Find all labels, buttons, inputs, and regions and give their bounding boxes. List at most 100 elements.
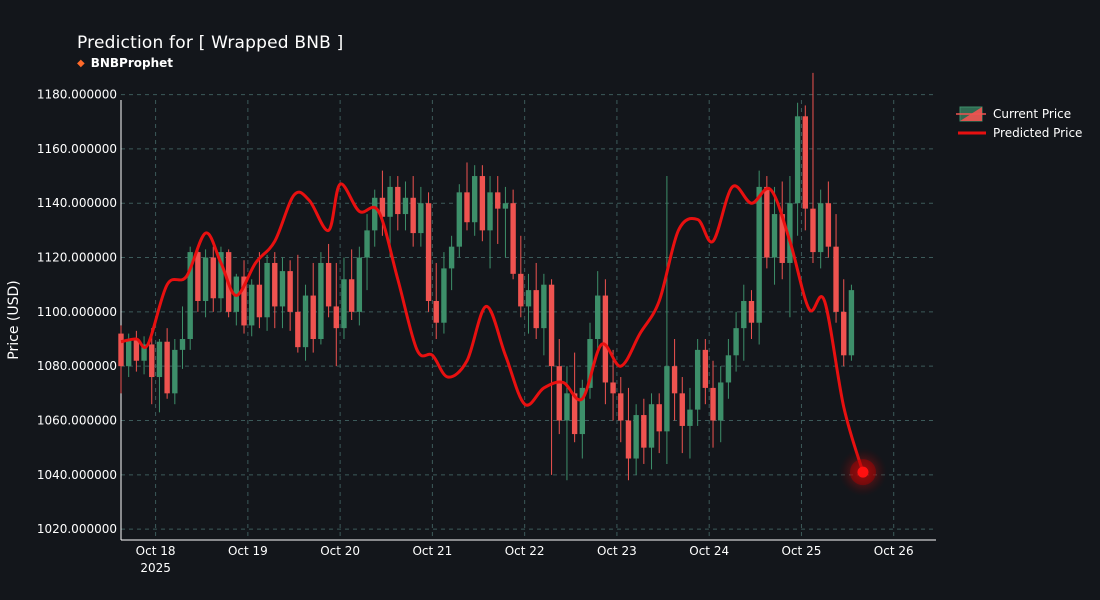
- candle-body: [810, 208, 816, 253]
- candle-body: [318, 262, 324, 340]
- y-tick-label: 1100.000000: [37, 305, 117, 319]
- candle: [794, 102, 801, 236]
- legend-item-predicted-price[interactable]: Predicted Price: [958, 126, 1082, 140]
- candle: [756, 170, 762, 345]
- candle-body: [272, 262, 278, 307]
- legend-predicted-price-label: Predicted Price: [993, 126, 1082, 140]
- x-tick-label: Oct 18: [136, 544, 176, 558]
- chart-title: Prediction for [ Wrapped BNB ]: [77, 33, 344, 53]
- candle: [279, 257, 286, 329]
- candle: [648, 393, 655, 470]
- candle: [310, 262, 316, 353]
- x-tick-label: Oct 22: [505, 544, 545, 558]
- x-tick-label: Oct 26: [874, 544, 914, 558]
- forecast-point: [857, 466, 869, 478]
- candle-body: [595, 295, 601, 340]
- candle: [764, 176, 770, 269]
- candle-body: [656, 404, 662, 432]
- candle: [272, 252, 278, 329]
- candle-body: [133, 339, 140, 361]
- candle-body: [471, 176, 478, 223]
- diamond-icon: ◆: [77, 57, 85, 69]
- candle-body: [571, 393, 578, 435]
- candle-body: [518, 273, 524, 307]
- candle-body: [433, 300, 439, 323]
- candle-body: [402, 197, 409, 215]
- y-tick-label: 1180.000000: [37, 88, 117, 102]
- candle-body: [564, 393, 570, 421]
- prediction-series: [120, 182, 887, 497]
- candle: [118, 325, 124, 394]
- candle: [471, 165, 478, 236]
- candle-body: [287, 271, 293, 312]
- candle-body: [625, 420, 632, 459]
- candle-body: [841, 311, 847, 356]
- candle-body: [256, 284, 263, 318]
- candle-body: [187, 252, 193, 340]
- candle-body: [379, 197, 386, 217]
- candle: [687, 387, 693, 459]
- candle-body: [602, 295, 609, 383]
- candle: [718, 366, 724, 443]
- candle: [702, 339, 709, 405]
- candle-body: [202, 257, 209, 301]
- candle-body: [533, 290, 539, 329]
- candle-body: [817, 203, 824, 253]
- candle-body: [418, 203, 424, 234]
- candle-body: [195, 252, 201, 301]
- candle-body: [372, 197, 378, 231]
- candle: [679, 377, 685, 454]
- candle-body: [210, 257, 216, 299]
- candle: [441, 252, 447, 334]
- candle: [187, 246, 193, 350]
- candle: [202, 249, 209, 318]
- candle: [779, 181, 785, 280]
- candle-body: [502, 203, 509, 209]
- candle-body: [487, 192, 493, 231]
- candle-body: [241, 276, 247, 326]
- y-tick-label: 1040.000000: [37, 468, 117, 482]
- candle-body: [464, 192, 470, 223]
- candle-body: [694, 349, 701, 410]
- candle: [356, 246, 363, 326]
- candle: [264, 254, 270, 331]
- candle: [671, 339, 678, 421]
- legend-item-current-price[interactable]: Current Price: [956, 106, 1071, 122]
- candle: [664, 176, 670, 464]
- candle: [341, 257, 347, 340]
- candle-body: [510, 203, 516, 274]
- candle: [533, 262, 539, 340]
- candle: [133, 330, 140, 372]
- y-tick-label: 1080.000000: [37, 359, 117, 373]
- candle-body: [579, 387, 586, 435]
- candle: [587, 322, 593, 399]
- candle-body: [356, 257, 363, 312]
- candle-body: [687, 409, 693, 426]
- candle-body: [387, 186, 393, 217]
- candle: [833, 214, 839, 323]
- candle: [541, 273, 547, 356]
- candle-body: [425, 203, 432, 301]
- candle: [733, 311, 739, 372]
- candle: [618, 377, 624, 443]
- candle: [464, 162, 470, 231]
- candle: [410, 176, 416, 247]
- candle: [256, 252, 263, 329]
- candle-body: [218, 252, 224, 299]
- candle: [241, 260, 247, 334]
- candle-body: [410, 197, 416, 234]
- candle-body: [118, 333, 124, 367]
- candle-body: [548, 284, 555, 367]
- candle-body: [141, 344, 147, 361]
- candle: [748, 290, 755, 340]
- candle: [295, 254, 301, 353]
- candle-body: [725, 355, 732, 383]
- candle: [771, 186, 778, 285]
- candle-body: [295, 311, 301, 348]
- candle: [348, 249, 355, 320]
- x-tick-label: Oct 21: [412, 544, 452, 558]
- candle: [802, 105, 808, 231]
- candle-body: [756, 186, 762, 323]
- candle-body: [525, 290, 532, 307]
- candle: [141, 336, 147, 375]
